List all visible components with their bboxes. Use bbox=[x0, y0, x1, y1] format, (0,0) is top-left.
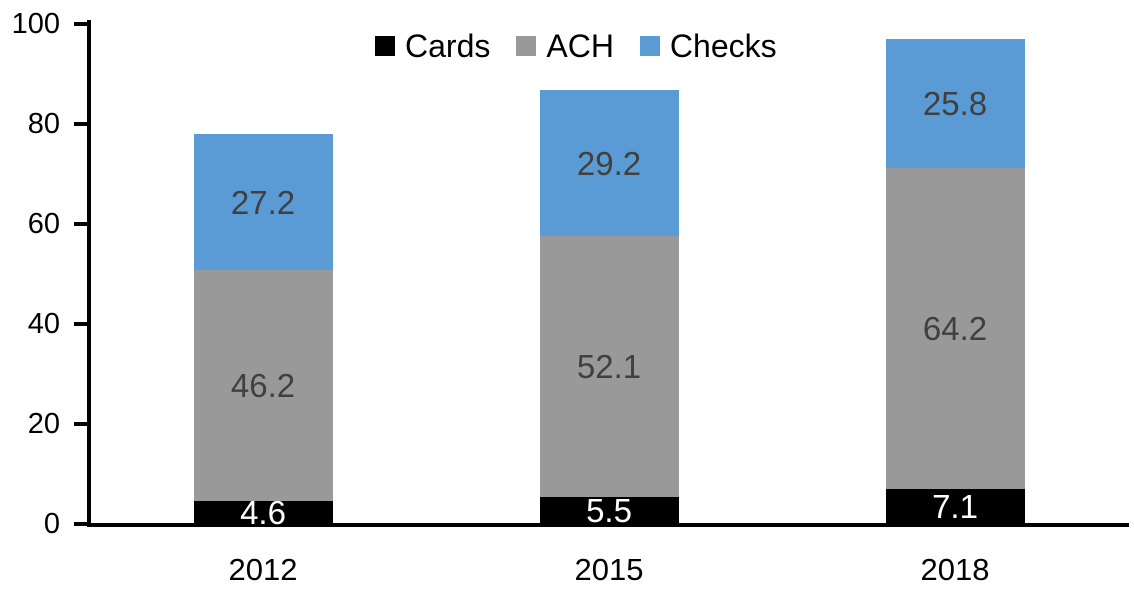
bar-value-label-cards-2018: 7.1 bbox=[932, 487, 978, 525]
x-axis-label-2018: 2018 bbox=[920, 552, 990, 587]
legend-label-ach: ACH bbox=[546, 28, 614, 64]
bar-segment-ach-2018: 64.2 bbox=[885, 167, 1025, 489]
y-axis-tick-label-60: 60 bbox=[27, 208, 60, 240]
legend-item-checks: Checks bbox=[639, 28, 777, 64]
chart-legend: Cards ACH Checks bbox=[375, 30, 777, 62]
y-axis-line bbox=[87, 20, 91, 527]
bar-segment-cards-2018: 7.1 bbox=[885, 487, 1025, 525]
x-axis-line bbox=[87, 523, 1129, 527]
y-axis-tick-0 bbox=[74, 522, 87, 526]
y-axis-tick-100 bbox=[74, 22, 87, 26]
bar-value-label-cards-2015: 5.5 bbox=[586, 491, 632, 529]
bar-value-label-cards-2012: 4.6 bbox=[240, 494, 286, 531]
legend-label-cards: Cards bbox=[405, 28, 491, 64]
bar-segment-cards-2012: 4.6 bbox=[193, 496, 333, 529]
x-axis-label-2015: 2015 bbox=[574, 552, 644, 587]
bar-segment-checks-2018: 25.8 bbox=[885, 38, 1025, 168]
bar-segment-checks-2015: 29.2 bbox=[539, 90, 679, 236]
y-axis-tick-label-40: 40 bbox=[27, 308, 60, 340]
bar-value-label-checks-2015: 29.2 bbox=[576, 144, 642, 182]
bar-value-label-ach-2012: 46.2 bbox=[230, 367, 296, 404]
bar-segment-cards-2015: 5.5 bbox=[539, 491, 679, 529]
y-axis-tick-20 bbox=[74, 422, 87, 426]
y-axis-tick-label-100: 100 bbox=[11, 8, 60, 40]
bar-segment-ach-2012: 46.2 bbox=[193, 270, 333, 501]
bar-value-label-checks-2012: 27.2 bbox=[230, 183, 296, 221]
legend-swatch-cards bbox=[375, 36, 395, 56]
y-axis-tick-label-0: 0 bbox=[43, 508, 60, 540]
legend-swatch-ach bbox=[516, 36, 537, 56]
legend-swatch-checks bbox=[639, 36, 660, 56]
y-axis-tick-label-20: 20 bbox=[27, 408, 60, 440]
y-axis-tick-60 bbox=[74, 222, 87, 226]
y-axis-tick-40 bbox=[74, 322, 87, 326]
bar-segment-ach-2015: 52.1 bbox=[539, 236, 679, 497]
legend-item-ach: ACH bbox=[516, 30, 614, 62]
x-axis-label-2012: 2012 bbox=[228, 552, 298, 587]
bar-segment-checks-2012: 27.2 bbox=[193, 134, 333, 270]
y-axis-tick-label-80: 80 bbox=[27, 108, 60, 140]
y-axis-tick-80 bbox=[74, 122, 87, 126]
legend-item-cards: Cards bbox=[375, 30, 490, 62]
bar-value-label-ach-2018: 64.2 bbox=[922, 309, 988, 347]
bar-value-label-ach-2015: 52.1 bbox=[576, 347, 642, 385]
legend-label-checks: Checks bbox=[669, 28, 777, 64]
bar-value-label-checks-2018: 25.8 bbox=[922, 84, 988, 122]
